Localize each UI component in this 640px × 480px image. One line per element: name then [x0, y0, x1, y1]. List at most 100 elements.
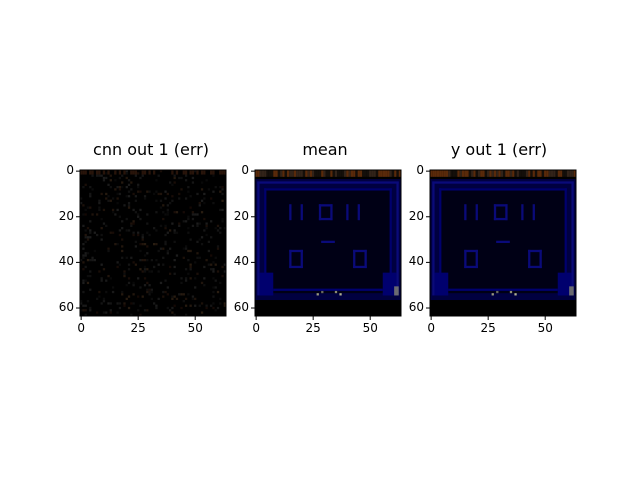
heatmap-noise-cell [118, 170, 122, 175]
heatmap-top-strip [482, 170, 485, 177]
heatmap-noise-cell [148, 284, 151, 287]
heatmap-noise-cell [111, 290, 115, 294]
heatmap-dot [496, 290, 499, 294]
heatmap-noise-cell [214, 286, 217, 289]
heatmap-noise-cell [107, 199, 110, 202]
heatmap-box [330, 204, 333, 221]
heatmap-top-strip [500, 170, 503, 177]
heatmap-noise-cell [203, 265, 206, 269]
heatmap-noise-cell [216, 290, 220, 294]
heatmap-noise-cell [89, 288, 92, 291]
heatmap-noise-cell [82, 247, 85, 250]
heatmap-noise-cell [219, 170, 222, 175]
heatmap-noise-cell [219, 281, 222, 285]
heatmap-noise-cell [182, 247, 185, 250]
heatmap-noise-cell [139, 249, 142, 253]
heatmap-noise-cell [189, 268, 192, 271]
heatmap-noise-cell [205, 179, 208, 182]
heatmap-noise-cell [143, 197, 147, 200]
heatmap-noise-cell [93, 249, 96, 253]
heatmap-noise-cell [89, 220, 92, 223]
heatmap-noise-cell [187, 258, 190, 262]
heatmap-noise-cell [141, 174, 144, 177]
heatmap-noise-cell [123, 304, 126, 307]
x-tick-label: 50 [537, 321, 553, 335]
panel-y-out: y out 1 (err) [404, 140, 594, 340]
heatmap-top-strip [373, 170, 376, 177]
heatmap-noise-cell [196, 224, 199, 228]
heatmap-box [353, 265, 367, 269]
heatmap-noise-cell [194, 297, 197, 301]
heatmap-noise-cell [162, 290, 165, 294]
heatmap-box [505, 204, 508, 221]
heatmap-noise-cell [121, 174, 124, 177]
heatmap-noise-cell [196, 170, 199, 175]
heatmap-top-strip [452, 170, 456, 177]
heatmap-noise-cell [139, 268, 142, 271]
heatmap-top-strip [544, 170, 547, 177]
heatmap-top-strip [473, 170, 476, 177]
heatmap-noise-cell [221, 199, 224, 202]
heatmap-noise-cell [116, 197, 119, 200]
heatmap-noise-cell [212, 174, 215, 177]
heatmap-noise-cell [166, 286, 169, 289]
heatmap-top-strip [264, 170, 267, 177]
heatmap-noise-cell [180, 277, 183, 280]
heatmap-noise-cell [98, 201, 101, 205]
heatmap-noise-cell [134, 245, 138, 248]
heatmap-noise-cell [194, 261, 197, 264]
heatmap-noise-cell [100, 227, 103, 230]
heatmap-noise-cell [127, 281, 131, 285]
heatmap-noise-cell [109, 311, 112, 314]
heatmap-noise-cell [125, 185, 128, 189]
heatmap-top-strip [493, 170, 497, 177]
heatmap-noise-cell [164, 197, 167, 200]
x-tick-label: 25 [305, 321, 321, 335]
heatmap-noise-cell [173, 174, 176, 177]
heatmap-noise-cell [89, 236, 92, 239]
heatmap-noise-cell [153, 243, 156, 246]
heatmap-noise-cell [102, 176, 106, 180]
heatmap-noise-cell [130, 224, 133, 228]
heatmap-top-strip [546, 170, 549, 177]
heatmap-noise-cell [155, 243, 158, 246]
heatmap-noise-cell [189, 265, 192, 269]
heatmap-noise-cell [171, 297, 174, 301]
heatmap-noise-cell [130, 256, 133, 259]
heatmap-noise-cell [207, 240, 211, 243]
heatmap-noise-cell [189, 170, 192, 175]
heatmap-top-strip [445, 170, 449, 177]
heatmap-box [493, 217, 508, 221]
heatmap-noise-cell [139, 304, 142, 307]
heatmap-noise-cell [210, 304, 213, 307]
heatmap-noise-cell [82, 290, 85, 294]
heatmap-noise-cell [212, 290, 215, 294]
heatmap-noise-cell [121, 256, 124, 259]
heatmap-top-strip [503, 170, 506, 177]
heatmap-noise-cell [89, 170, 92, 175]
heatmap-noise-cell [180, 306, 183, 310]
heatmap-noise-cell [148, 190, 151, 193]
heatmap-noise-cell [150, 297, 153, 301]
heatmap-noise-cell [95, 170, 99, 175]
heatmap-noise-cell [150, 258, 153, 262]
heatmap-noise-cell [132, 284, 135, 287]
heatmap-noise-cell [184, 174, 188, 177]
heatmap-top-strip [562, 170, 565, 177]
heatmap-top-strip [270, 170, 274, 177]
heatmap-box [289, 249, 292, 269]
heatmap-noise-cell [180, 281, 183, 285]
heatmap-top-strip [346, 170, 349, 177]
heatmap-noise-cell [132, 293, 135, 296]
heatmap-noise-cell [125, 170, 128, 173]
heatmap-noise-cell [82, 279, 85, 282]
heatmap-noise-cell [221, 217, 224, 221]
heatmap-top-strip [323, 170, 326, 177]
heatmap-noise-cell [212, 295, 215, 298]
heatmap-noise-cell [173, 258, 176, 262]
y-tick-label: 20 [233, 208, 249, 223]
heatmap-noise-cell [84, 170, 87, 175]
